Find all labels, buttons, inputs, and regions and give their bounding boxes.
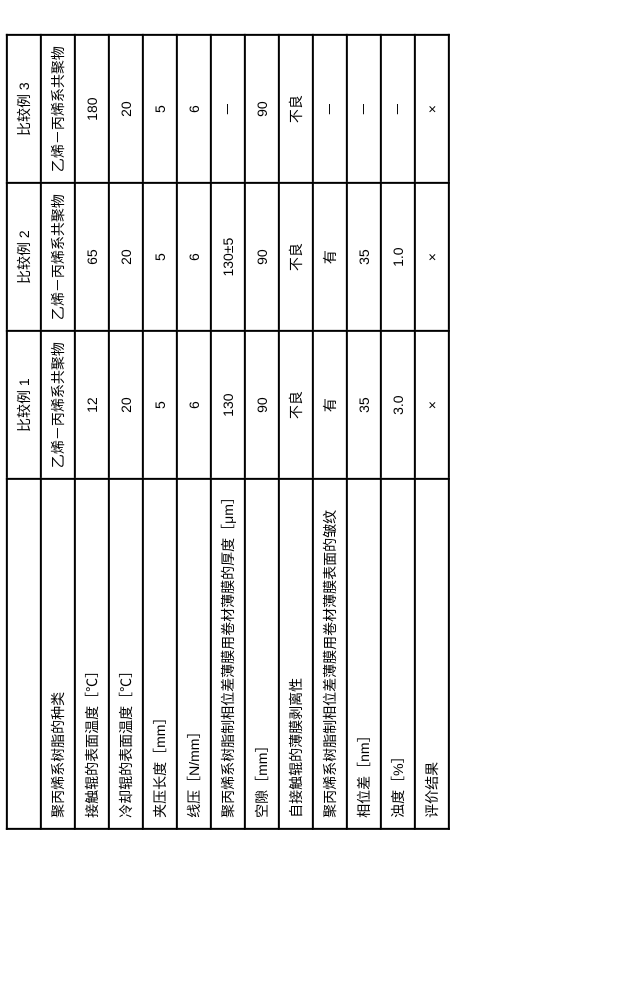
table-cell: － [211,35,245,183]
table-cell: 6 [177,183,211,331]
table-cell: 乙烯－丙烯系共聚物 [41,331,75,479]
row-label: 评价结果 [415,479,449,829]
table-row: 浊度［%］ 3.0 1.0 － [381,35,415,829]
table-cell: 35 [347,183,381,331]
table-cell: 乙烯－丙烯系共聚物 [41,183,75,331]
header-blank [7,479,41,829]
table-row: 聚丙烯系树脂制相位差薄膜用卷材薄膜表面的皱纹 有 有 － [313,35,347,829]
table-header-row: 比较例 1 比较例 2 比较例 3 [7,35,41,829]
table-row: 自接触辊的薄膜剥离性 不良 不良 不良 [279,35,313,829]
table-cell: 130±5 [211,183,245,331]
table-cell: 12 [75,331,109,479]
table-cell: 90 [245,183,279,331]
row-label: 相位差［nm］ [347,479,381,829]
table-cell: － [347,35,381,183]
table-cell: 不良 [279,331,313,479]
col-header-1: 比较例 1 [7,331,41,479]
table-cell: 20 [109,331,143,479]
table-cell: 130 [211,331,245,479]
table-cell: 20 [109,183,143,331]
col-header-2: 比较例 2 [7,183,41,331]
row-label: 自接触辊的薄膜剥离性 [279,479,313,829]
table-row: 聚丙烯系树脂的种类 乙烯－丙烯系共聚物 乙烯－丙烯系共聚物 乙烯－丙烯系共聚物 [41,35,75,829]
table-cell: 90 [245,35,279,183]
table-cell: 有 [313,331,347,479]
table-row: 接触辊的表面温度［℃］ 12 65 180 [75,35,109,829]
row-label: 冷却辊的表面温度［℃］ [109,479,143,829]
table-cell: 90 [245,331,279,479]
table-cell: 有 [313,183,347,331]
table-cell: 5 [143,331,177,479]
table-cell: 1.0 [381,183,415,331]
row-label: 线压［N/mm］ [177,479,211,829]
table-cell: × [415,331,449,479]
table-cell: × [415,35,449,183]
table-cell: 3.0 [381,331,415,479]
comparison-table: 比较例 1 比较例 2 比较例 3 聚丙烯系树脂的种类 乙烯－丙烯系共聚物 乙烯… [6,34,450,830]
row-label: 空隙［mm］ [245,479,279,829]
table-row: 夹压长度［mm］ 5 5 5 [143,35,177,829]
table-cell: 180 [75,35,109,183]
table-cell: 6 [177,331,211,479]
table-cell: 35 [347,331,381,479]
table-cell: － [381,35,415,183]
table-cell: 不良 [279,35,313,183]
row-label: 聚丙烯系树脂制相位差薄膜用卷材薄膜的厚度［μm］ [211,479,245,829]
row-label: 浊度［%］ [381,479,415,829]
row-label: 接触辊的表面温度［℃］ [75,479,109,829]
comparison-table-wrapper: 比较例 1 比较例 2 比较例 3 聚丙烯系树脂的种类 乙烯－丙烯系共聚物 乙烯… [6,34,450,830]
table-cell: 5 [143,35,177,183]
table-row: 评价结果 × × × [415,35,449,829]
table-cell: 6 [177,35,211,183]
table-row: 空隙［mm］ 90 90 90 [245,35,279,829]
table-row: 相位差［nm］ 35 35 － [347,35,381,829]
table-cell: × [415,183,449,331]
table-row: 聚丙烯系树脂制相位差薄膜用卷材薄膜的厚度［μm］ 130 130±5 － [211,35,245,829]
table-cell: 5 [143,183,177,331]
table-body: 聚丙烯系树脂的种类 乙烯－丙烯系共聚物 乙烯－丙烯系共聚物 乙烯－丙烯系共聚物 … [41,35,449,829]
table-cell: 20 [109,35,143,183]
table-cell: 65 [75,183,109,331]
table-row: 线压［N/mm］ 6 6 6 [177,35,211,829]
row-label: 聚丙烯系树脂制相位差薄膜用卷材薄膜表面的皱纹 [313,479,347,829]
row-label: 夹压长度［mm］ [143,479,177,829]
table-cell: 不良 [279,183,313,331]
row-label: 聚丙烯系树脂的种类 [41,479,75,829]
table-cell: － [313,35,347,183]
table-cell: 乙烯－丙烯系共聚物 [41,35,75,183]
col-header-3: 比较例 3 [7,35,41,183]
table-row: 冷却辊的表面温度［℃］ 20 20 20 [109,35,143,829]
